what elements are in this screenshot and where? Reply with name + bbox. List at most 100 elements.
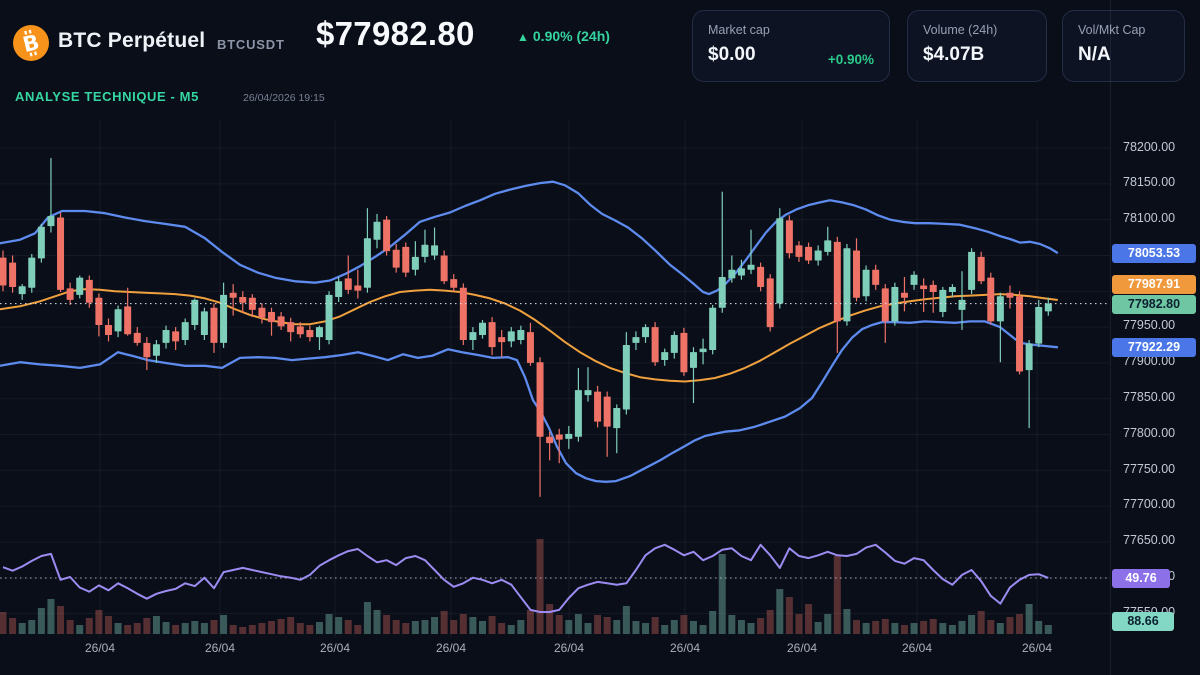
candle-body xyxy=(363,238,371,288)
candle-body xyxy=(373,221,381,240)
volume-bar xyxy=(172,625,180,634)
volume-bar xyxy=(18,623,26,634)
vol-mkt-cap-card: Vol/Mkt Cap N/A xyxy=(1062,10,1185,82)
volume-bar xyxy=(373,610,381,634)
candle-body xyxy=(824,240,832,252)
time-axis[interactable]: 26/04 26/04 26/04 26/04 26/04 26/04 26/04 26/04… xyxy=(0,641,1110,661)
candle-body xyxy=(737,268,745,276)
candle-body xyxy=(920,285,928,290)
candle-body xyxy=(325,294,333,340)
rsi-line xyxy=(2,543,1049,613)
candle-body xyxy=(440,255,448,282)
candle-body xyxy=(411,256,419,270)
candle-body xyxy=(315,327,323,338)
price-axis-label: 77900.00 xyxy=(1123,354,1176,368)
candle-body xyxy=(335,281,343,298)
candle-body xyxy=(718,276,726,308)
candle-body xyxy=(891,286,899,322)
candle-body xyxy=(613,408,621,429)
volume-bar xyxy=(737,620,745,634)
candle-body xyxy=(402,246,410,273)
analysis-timestamp: 26/04/2026 19:15 xyxy=(243,92,325,104)
volume-bar xyxy=(853,620,861,634)
price-axis[interactable]: 78200.00 78150.00 78100.00 77950.00 77900.00… xyxy=(1110,0,1200,675)
volume-bar xyxy=(114,623,122,634)
time-axis-label: 26/04 xyxy=(901,641,933,655)
volume-bar xyxy=(747,623,755,634)
candle-body xyxy=(747,264,755,270)
chart-area[interactable] xyxy=(0,0,1110,675)
volume-bar xyxy=(248,625,256,634)
volume-bar xyxy=(344,620,352,634)
volume-bar xyxy=(152,616,160,634)
candle-body xyxy=(862,269,870,297)
volume-bar xyxy=(469,617,477,634)
volume-bar xyxy=(507,625,515,634)
volume-bar xyxy=(785,597,793,634)
candle-body xyxy=(900,292,908,298)
candle-body xyxy=(1006,292,1014,298)
time-axis-label: 26/04 xyxy=(319,641,351,655)
candle-body xyxy=(565,433,573,439)
candle-body xyxy=(143,342,151,358)
volume-bar xyxy=(498,623,506,634)
volume-bar xyxy=(555,615,563,634)
overlay-layer xyxy=(0,303,1110,579)
candle-body xyxy=(124,306,132,335)
candle-body xyxy=(181,322,189,340)
candle-body xyxy=(268,312,276,323)
volume-bar xyxy=(47,599,55,634)
volume-bar xyxy=(392,620,400,634)
chart-canvas[interactable] xyxy=(0,118,1110,640)
vol-mkt-cap-value: N/A xyxy=(1078,44,1111,65)
candle-body xyxy=(555,434,563,440)
volume-bar xyxy=(488,616,496,634)
rsi-badge: 49.76 xyxy=(1112,568,1170,588)
volume-bar xyxy=(1016,614,1024,634)
volume-bar xyxy=(977,611,985,634)
candle-body xyxy=(479,322,486,335)
time-axis-label: 26/04 xyxy=(553,641,585,655)
volume-bar xyxy=(910,623,918,634)
price-axis-label: 77700.00 xyxy=(1123,497,1176,511)
volume-bar xyxy=(574,614,582,634)
volume-bar xyxy=(766,610,774,634)
candle-body xyxy=(220,294,228,343)
volume-bar xyxy=(584,623,592,634)
candle-body xyxy=(47,216,55,227)
bands-layer xyxy=(0,180,1059,483)
candle-body xyxy=(546,436,554,444)
volume-bar xyxy=(536,539,544,634)
candle-body xyxy=(910,274,918,285)
candle-body xyxy=(152,344,160,356)
candles-layer xyxy=(0,158,1052,497)
candle-body xyxy=(536,362,544,437)
price-change: ▲ 0.90% (24h) xyxy=(517,28,610,44)
candle-body xyxy=(651,327,659,363)
volume-bar xyxy=(9,618,17,634)
candle-body xyxy=(76,277,84,295)
candle-body xyxy=(574,390,582,437)
volume-bar xyxy=(776,589,784,634)
volume-bar xyxy=(325,614,333,634)
volume-bar xyxy=(996,623,1004,634)
price-axis-label: 77850.00 xyxy=(1123,390,1176,404)
volume-bar xyxy=(805,604,813,634)
price-axis-label: 77750.00 xyxy=(1123,462,1176,476)
volume-bar xyxy=(239,627,247,634)
volume-bar xyxy=(900,625,908,634)
coin-title: BTC Perpétuel xyxy=(58,29,206,52)
volume-bar xyxy=(613,620,621,634)
candle-body xyxy=(354,285,362,291)
volume-bar xyxy=(594,615,602,634)
candle-body xyxy=(498,337,506,343)
market-cap-change: +0.90% xyxy=(827,52,874,67)
volume-bar xyxy=(728,615,736,634)
coin-ticker: BTCUSDT xyxy=(217,37,285,52)
volume-bar xyxy=(1025,604,1033,634)
price-axis-label: 78100.00 xyxy=(1123,211,1176,225)
time-axis-label: 26/04 xyxy=(204,641,236,655)
candle-body xyxy=(162,329,170,343)
volume-bar xyxy=(603,617,611,634)
candle-body xyxy=(622,345,630,410)
